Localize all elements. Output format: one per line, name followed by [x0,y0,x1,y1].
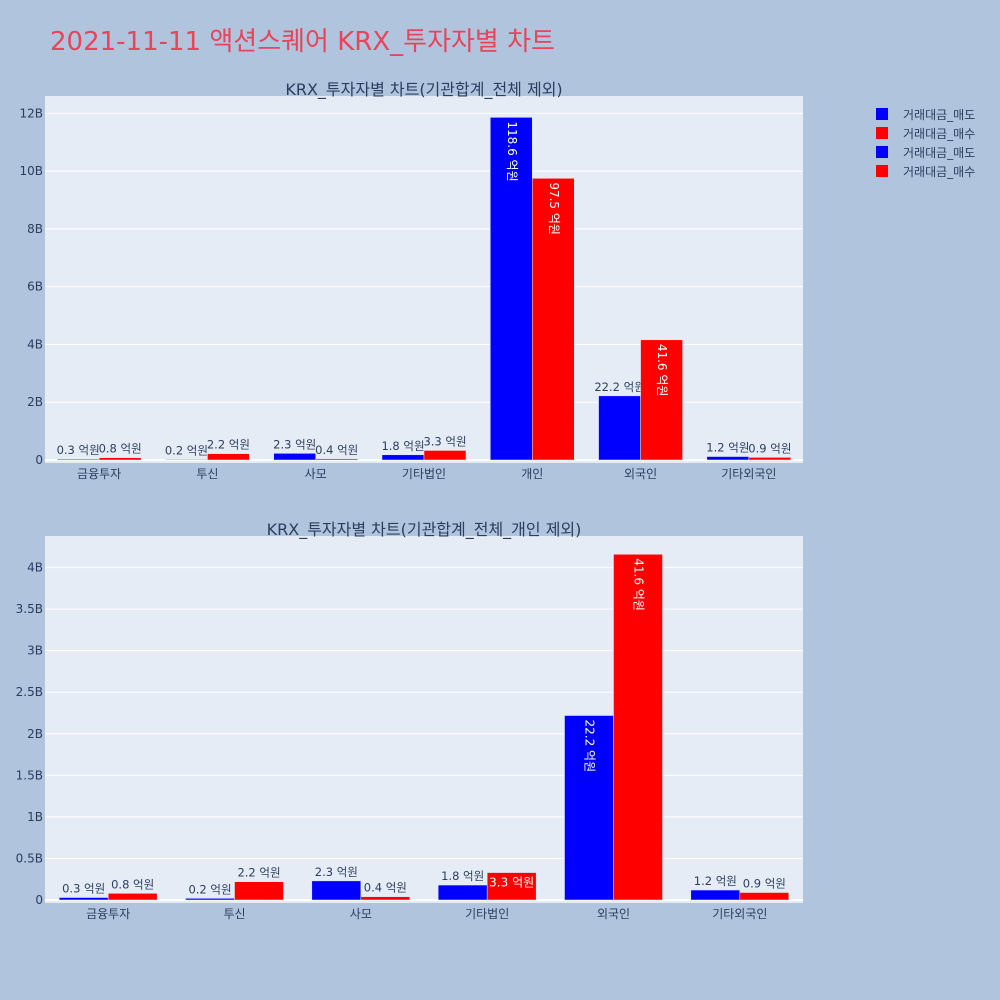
x-tick-label: 외국인 [597,907,630,921]
bar-data-label: 41.6 억원 [632,558,646,611]
bar-data-label: 22.2 억원 [594,380,644,394]
bar-sell [381,454,425,461]
y-tick-label: 6B [27,280,43,294]
bar-data-label: 1.2 억원 [706,441,749,455]
bar-data-label: 1.2 억원 [694,874,737,888]
bar-buy [640,339,683,461]
bar-data-label: 2.2 억원 [207,438,250,452]
bar-data-label: 3.3 억원 [423,434,466,448]
legend-label[interactable]: 거래대금_매수 [903,127,975,141]
bar-buy [748,457,792,461]
bar-data-label: 0.4 억원 [315,443,358,457]
x-tick-label: 투신 [223,907,245,921]
page-title: 2021-11-11 액션스퀘어 KRX_투자자별 차트 [50,27,555,57]
bar-sell [58,897,109,901]
bar-data-label: 22.2 억원 [583,720,597,773]
bar-sell [185,898,235,901]
y-tick-label: 3.5B [16,602,43,616]
y-tick-label: 10B [19,164,43,178]
chart-title: KRX_투자자별 차트(기관합계_전체 제외) [285,80,562,100]
y-tick-label: 12B [19,106,43,120]
x-tick-label: 투신 [196,467,218,481]
bar-buy [486,872,537,901]
legend-swatch [876,108,888,120]
y-tick-label: 2.5B [16,685,43,699]
y-tick-label: 1B [27,810,43,824]
bar-data-label: 41.6 억원 [655,344,669,397]
bar-sell [311,880,362,901]
bar-data-label: 118.6 억원 [505,121,519,181]
legend-swatch [876,165,888,177]
bar-buy [207,453,250,461]
y-tick-label: 1.5B [16,768,43,782]
bar-data-label: 2.3 억원 [315,865,358,879]
bar-data-label: 1.8 억원 [381,439,424,453]
chart-1: KRX_투자자별 차트(기관합계_전체 제외) 0 2B 4B 6B 8B 10B 12B 금융… [19,80,803,481]
y-tick-label: 8B [27,222,43,236]
y-tick-label: 3B [27,644,43,658]
bar-buy [98,457,142,461]
legend-swatch [876,127,888,139]
bar-sell [690,889,741,901]
y-tick-label: 4B [27,337,43,351]
bar-data-label: 0.3 억원 [57,443,100,457]
bar-data-label: 2.3 억원 [273,437,316,451]
bar-buy [739,892,790,901]
bar-buy [315,458,358,461]
x-tick-label: 기타법인 [465,907,509,921]
bar-data-label: 0.8 억원 [111,877,154,891]
bar-sell [165,459,208,461]
chart-title: KRX_투자자별 차트(기관합계_전체_개인 제외) [267,520,582,540]
bar-data-label: 0.2 억원 [188,882,231,896]
x-tick-label: 사모 [305,467,327,481]
bar-buy [107,893,158,901]
bar-data-label: 97.5 억원 [547,182,561,235]
bar-buy [360,896,411,901]
y-tick-label: 2B [27,727,43,741]
y-tick-label: 2B [27,395,43,409]
bar-data-label: 2.2 억원 [237,866,280,880]
bar-sell [564,715,614,901]
x-tick-label: 기타법인 [402,467,446,481]
y-tick-label: 4B [27,561,43,575]
bar-buy [613,554,663,901]
x-tick-label: 외국인 [624,467,657,481]
bar-buy [423,450,467,461]
bar-data-label: 0.8 억원 [99,442,142,456]
legend-label[interactable]: 거래대금_매수 [903,165,975,179]
bar-sell [598,395,641,461]
bar-sell [273,453,316,461]
legend-label[interactable]: 거래대금_매도 [903,146,975,160]
legend-label[interactable]: 거래대금_매도 [903,108,975,122]
bar-data-label: 0.2 억원 [165,443,208,457]
bar-buy [532,178,575,461]
bar-sell [437,884,488,901]
bar-sell [706,456,750,461]
y-tick-label: 0 [35,893,43,907]
bar-buy [234,881,284,901]
bar-data-label: 0.9 억원 [743,877,786,891]
bar-sell [490,117,533,461]
chart-2: KRX_투자자별 차트(기관합계_전체_개인 제외) 0 0.5B 1B 1.5B 2B 2… [16,520,803,921]
plot-area [45,96,803,463]
x-tick-label: 금융투자 [77,467,121,481]
bar-data-label: 0.4 억원 [364,881,407,895]
bar-data-label: 0.3 억원 [62,882,105,896]
x-tick-label: 개인 [521,467,543,481]
bar-sell [56,458,100,461]
x-tick-label: 사모 [350,907,372,921]
x-tick-label: 금융투자 [86,907,130,921]
y-tick-label: 0 [35,453,43,467]
plot-area [45,536,803,903]
x-tick-label: 기타외국인 [721,467,776,481]
x-tick-label: 기타외국인 [712,907,767,921]
bar-data-label: 0.9 억원 [748,441,791,455]
legend-swatch [876,146,888,158]
bar-data-label: 1.8 억원 [441,869,484,883]
bar-data-label: 3.3 억원 [489,876,534,890]
y-tick-label: 0.5B [16,851,43,865]
